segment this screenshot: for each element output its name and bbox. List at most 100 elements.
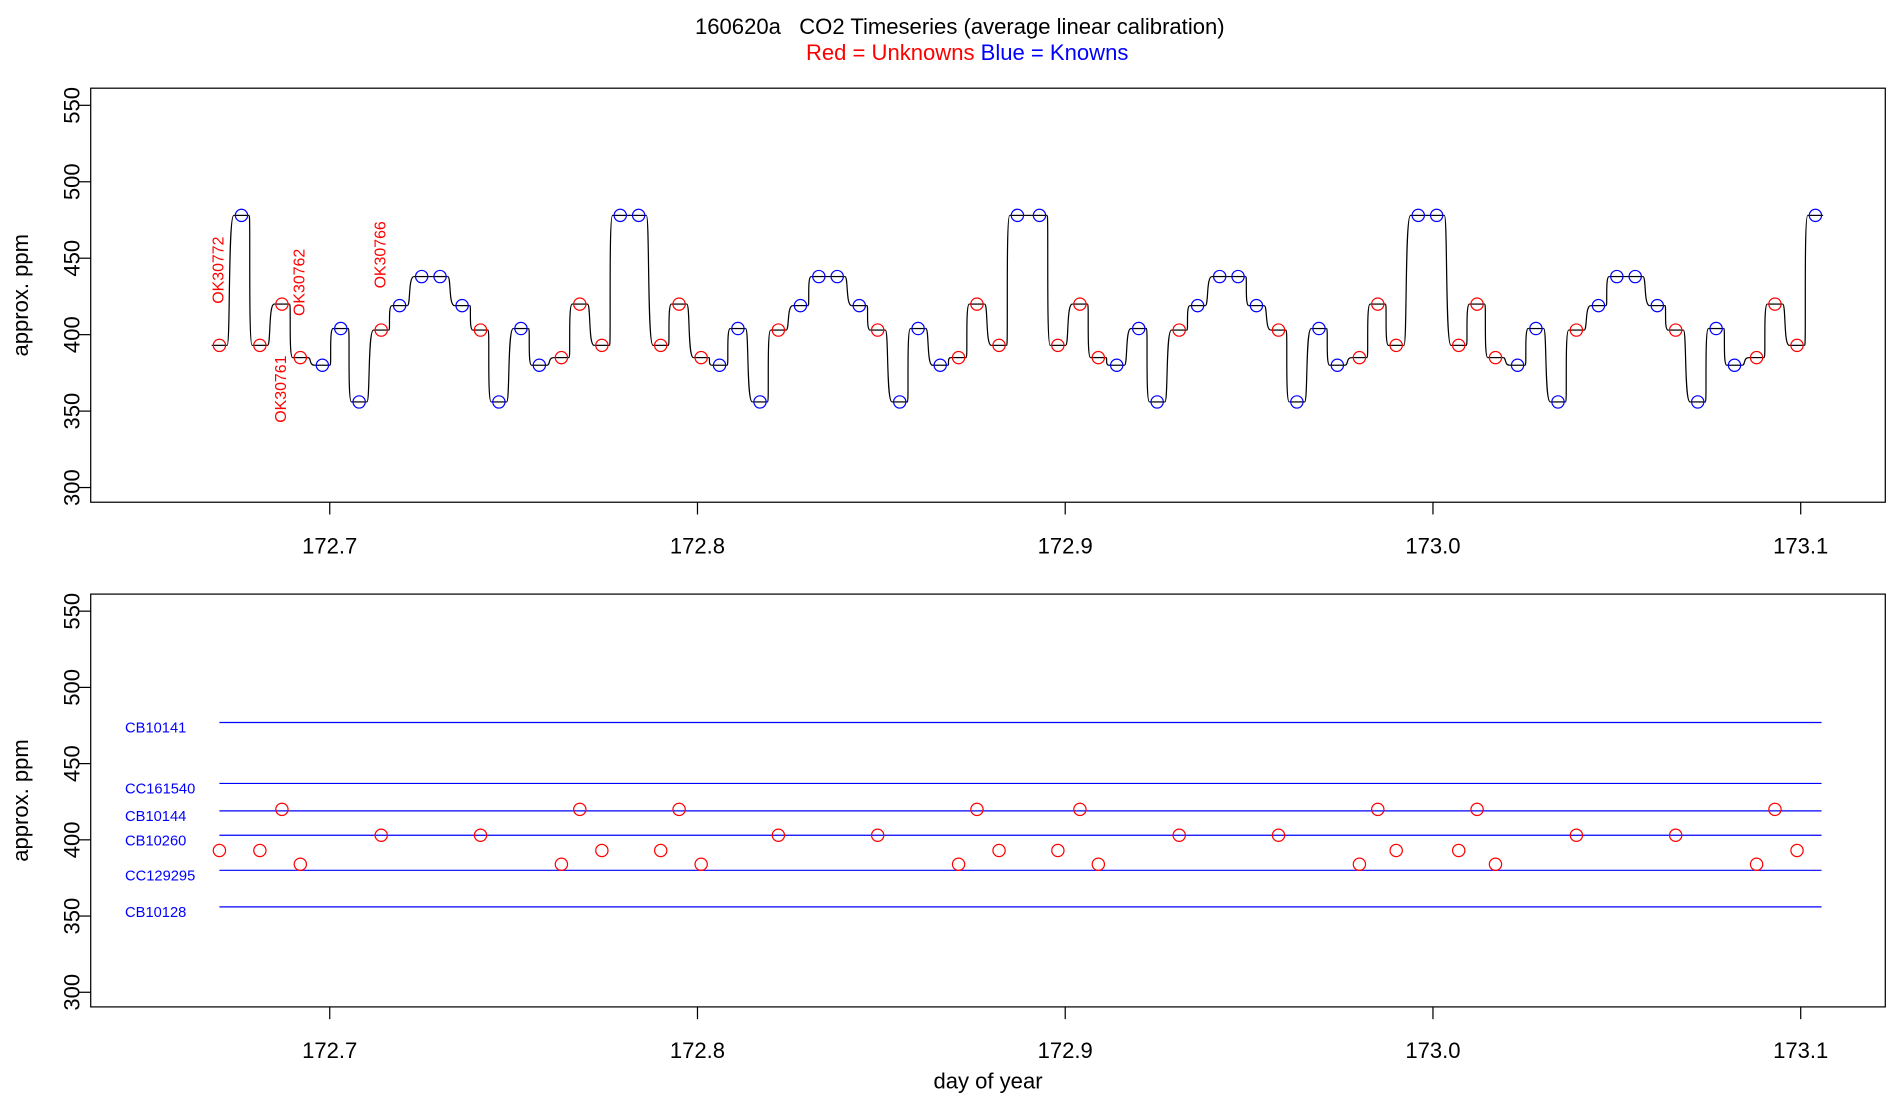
trace-transition [1384,303,1390,346]
x-tick-label: 172.8 [670,533,725,558]
trace-transition [1524,327,1529,366]
trace-transition [1403,214,1412,346]
trace-transition [1366,303,1371,359]
trace-transition [745,327,753,403]
trace-transition [1087,303,1092,359]
sample-point [1091,350,1106,365]
sample-point [1569,828,1584,842]
sample-point [253,843,267,858]
trace-transition [1664,304,1669,331]
sample-point [1451,843,1466,858]
sample-point [1768,802,1782,817]
sample-point [212,843,227,858]
trace-transition [546,356,554,366]
trace-transition [1006,214,1011,346]
y-tick-label: 350 [59,393,84,430]
sample-point [793,298,808,313]
trace-transition [767,329,772,403]
trace-transition [984,303,992,346]
sample-point [275,297,289,311]
trace-transition [947,356,952,366]
trace-transition [366,329,375,403]
sample-point [1073,297,1087,311]
sample-point [455,298,469,313]
sample-point [1073,802,1087,817]
sample-point [1569,323,1584,337]
sample-point [812,269,826,284]
sample-point [1352,857,1367,871]
trace-transition [1682,329,1691,403]
trace-transition [1565,329,1570,403]
trace-transition [1064,303,1073,346]
trace-transition [447,275,455,307]
trace-transition [1583,304,1592,331]
legend-entry: Red = Unknowns [806,40,975,65]
trace-transition [708,356,712,366]
sample-point [414,269,429,284]
trace-transition [528,327,533,366]
trace-transition [1145,327,1151,403]
trace-transition [347,327,353,403]
trace-transition [906,327,912,403]
standard-label: CC129295 [125,868,195,884]
sample-point [212,338,227,353]
sample-point [1091,857,1106,871]
sample-point [1610,269,1624,284]
trace-transition [686,303,695,359]
sample-point [473,323,488,337]
sample-point [234,208,249,223]
sample-point [1727,358,1742,372]
x-tick-label: 172.7 [302,533,357,558]
sample-point [1628,269,1642,284]
y-tick-label: 300 [59,469,84,506]
sample-point [573,297,587,311]
sample-point [1150,395,1164,409]
sample-point [1312,321,1326,336]
sample-point [1488,350,1503,365]
x-tick-label: 173.0 [1405,1038,1460,1063]
standard-label: CB10260 [125,833,186,849]
trace-transition [1804,214,1809,346]
sample-point [1371,802,1385,817]
annotation: OK30761 [273,355,290,422]
sample-point [992,843,1006,858]
trace-transition [248,214,253,346]
annotation: OK30772 [211,236,228,303]
x-tick-label: 173.1 [1773,1038,1828,1063]
sample-point [992,338,1006,353]
legend-entry: Blue = Knowns [981,40,1129,65]
trace-transition [307,356,315,366]
trace-transition [1245,275,1250,307]
trace-transition [586,303,595,346]
y-axis-title: approx. ppm [8,234,33,357]
sample-point [1290,395,1304,409]
y-tick-label: 450 [59,745,84,782]
sample-point [1668,323,1683,337]
plot-frame [90,593,1886,1008]
sample-point [293,857,308,871]
trace-transition [884,329,893,403]
sample-point [1668,828,1683,842]
sample-point [1591,298,1606,313]
trace-transition [1344,356,1352,366]
trace-transition [1105,356,1110,366]
trace-transition [388,304,393,331]
x-axis-title: day of year [933,1069,1042,1094]
sample-point [970,297,984,311]
sample-point [870,323,885,337]
trace-transition [807,275,812,307]
x-tick-label: 172.9 [1038,533,1093,558]
sample-point [1352,350,1367,365]
sample-point [1190,298,1205,313]
x-tick-label: 173.0 [1405,533,1460,558]
x-tick-label: 172.8 [670,1038,725,1063]
sample-point [1231,269,1245,284]
trace-transition [965,303,970,359]
sample-point [631,208,646,223]
trace-transition [785,304,794,331]
sample-point [1790,338,1804,353]
sample-point [1749,857,1764,871]
trace-transition [1046,214,1051,346]
sample-point [1132,321,1146,336]
